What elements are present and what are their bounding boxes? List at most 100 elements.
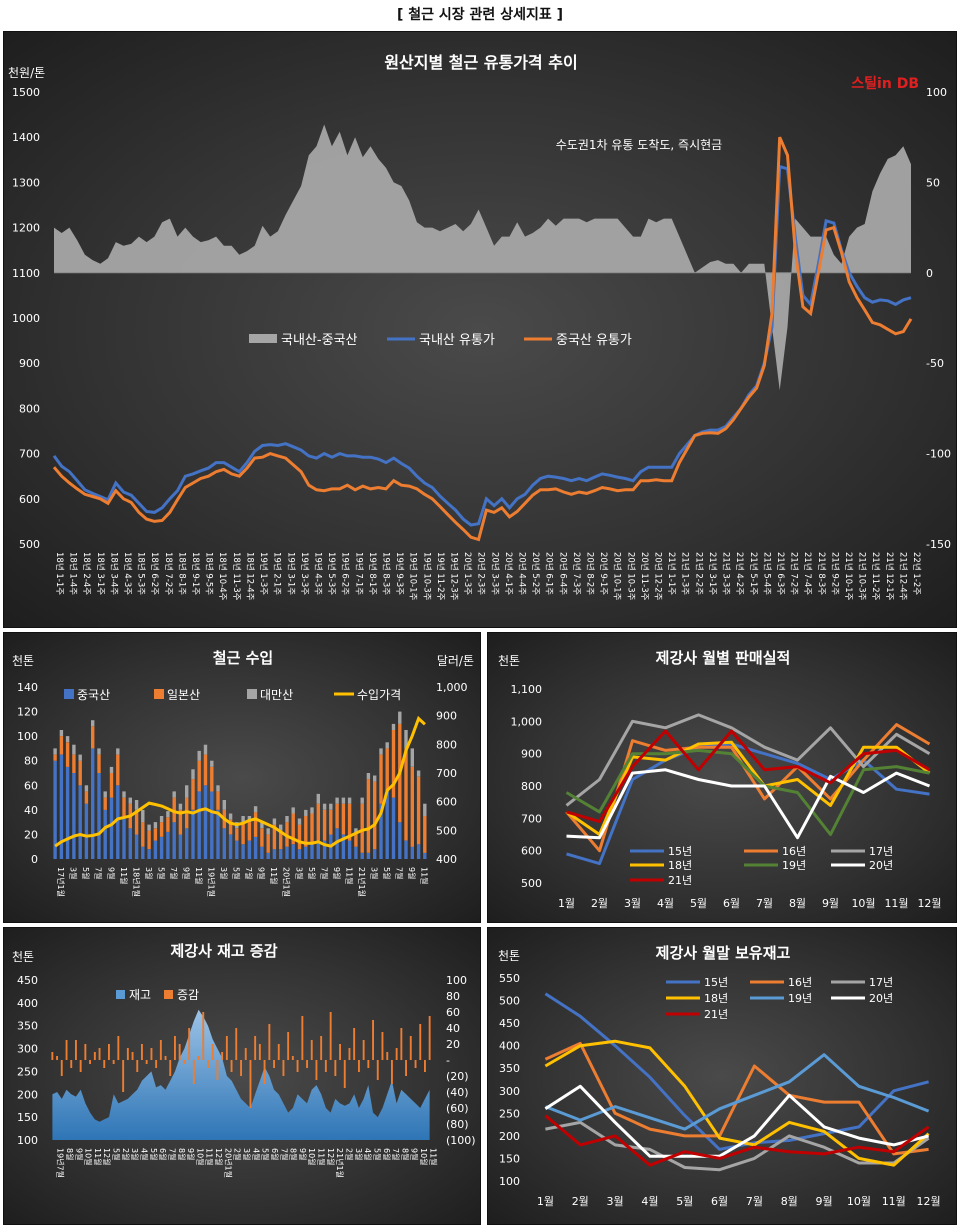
china-import-bar (335, 828, 339, 859)
y-axis-label: 천톤 (12, 949, 34, 964)
x-tick-label: 20년1월 (223, 1148, 233, 1178)
japan-import-bar (291, 813, 295, 845)
y-tick-label: 250 (499, 1107, 520, 1120)
legend-label: 중국산 유통가 (556, 333, 632, 348)
legend-label: 재고 (129, 988, 151, 1002)
change-bar (211, 1044, 214, 1060)
x-tick-label: 20년 10-1주 (612, 552, 623, 601)
change-bar (75, 1040, 77, 1060)
japan-import-bar (103, 797, 107, 810)
x-tick-label: 9월 (182, 867, 192, 879)
taiwan-import-bar (134, 800, 139, 810)
y-tick-label: 250 (17, 1065, 38, 1078)
y2-tick-label: 900 (436, 710, 457, 723)
x-tick-label: 18년 5-3주 (136, 552, 147, 595)
x-tick-label: 19년 5-3주 (326, 552, 337, 595)
annotation: 수도권1차 유통 도착도, 즉시현금 (556, 138, 722, 152)
taiwan-import-bar (178, 803, 183, 810)
change-bar (221, 1052, 224, 1060)
japan-import-bar (360, 803, 364, 853)
china-import-bar (247, 840, 252, 859)
x-tick-label: 7월 (279, 1148, 289, 1160)
china-import-bar (354, 846, 358, 859)
japan-import-bar (216, 791, 220, 810)
series-line-20년 (566, 768, 931, 840)
japan-import-bar (172, 797, 176, 823)
china-import-bar (103, 809, 107, 859)
y2-tick-label: -100 (926, 448, 951, 461)
x-tick-label: 19년 2-1주 (272, 552, 283, 595)
change-bar (428, 1016, 431, 1060)
taiwan-import-bar (78, 754, 82, 761)
taiwan-import-bar (103, 791, 107, 798)
change-bar (376, 1060, 379, 1080)
inventory-area (52, 1009, 430, 1140)
china-import-bar (423, 852, 427, 859)
china-import-bar (203, 785, 208, 859)
china-import-bar (304, 846, 308, 859)
change-bar (60, 1060, 63, 1076)
y-tick-label: 1500 (12, 86, 40, 99)
change-bar (395, 1048, 398, 1060)
y2-tick-label: (20) (446, 1070, 469, 1083)
taiwan-import-bar (398, 711, 402, 724)
change-bar (225, 1036, 228, 1060)
change-bar (277, 1044, 280, 1060)
change-bar (108, 1044, 110, 1060)
inventory-change-chart: 제강사 재고 증감 천톤 100 150 200 250 300 350 400 450 (100)… (12, 942, 476, 1178)
china-import-bar (373, 849, 377, 859)
taiwan-import-bar (191, 769, 195, 780)
china-import-bar (216, 809, 220, 859)
x-tick-label: 21년 3-1주 (707, 552, 718, 595)
japan-import-bar (241, 822, 245, 845)
china-import-bar (172, 822, 176, 859)
china-import-bar (341, 834, 346, 859)
china-import-bar (134, 834, 139, 859)
x-tick-label: 18년 12-4주 (244, 552, 255, 601)
taiwan-import-bar (84, 785, 89, 792)
china-import-bar (97, 773, 101, 859)
china-import-bar (159, 836, 164, 859)
x-tick-label: 21년 3-3주 (721, 552, 732, 595)
x-tick-label: 3월 (354, 1148, 364, 1160)
taiwan-import-bar (366, 773, 371, 780)
change-bar (310, 1040, 313, 1060)
y2-tick-label: 50 (926, 176, 940, 189)
taiwan-import-bar (272, 818, 277, 825)
x-tick-label: 11월 (93, 1148, 103, 1166)
legend-label: 국내산 유통가 (419, 333, 495, 348)
taiwan-import-bar (153, 822, 158, 829)
x-tick-label: 21년1월 (335, 1148, 345, 1178)
taiwan-import-bar (59, 730, 64, 737)
japan-import-bar (272, 824, 277, 850)
change-bar (51, 1052, 54, 1060)
x-tick-label: 21년 11-2주 (870, 552, 881, 601)
x-tick-label: 18년 2-4주 (81, 552, 92, 595)
x-tick-label: 7월 (746, 1195, 763, 1208)
y-tick-label: 1400 (12, 131, 40, 144)
legend-label: 19년 (788, 992, 812, 1005)
change-bar (291, 1056, 294, 1060)
series-line-19년 (565, 748, 930, 836)
legend-label: 증감 (177, 988, 199, 1002)
x-tick-label: 19년 10-1주 (408, 552, 419, 601)
change-bar (334, 1060, 337, 1076)
x-tick-label: 21년 5-4주 (761, 552, 772, 595)
change-bar (273, 1060, 275, 1068)
japan-import-bar (253, 812, 258, 837)
japan-import-bar (385, 748, 389, 792)
legend-label: 15년 (704, 976, 728, 989)
taiwan-import-bar (316, 793, 320, 804)
x-tick-label: 12월 (326, 1148, 336, 1166)
china-import-bar (347, 840, 352, 859)
china-import-bar (398, 822, 402, 859)
change-bar (235, 1028, 238, 1060)
china-import-bar (197, 791, 201, 859)
rebar-import-panel: 철근 수입 천톤 달러/톤 0 20 40 60 80 100 120 140 400 500 600 70… (3, 632, 481, 923)
chart-title: 철근 수입 (213, 649, 273, 667)
y-tick-label: 1,100 (511, 683, 543, 696)
japan-import-bar (91, 726, 95, 749)
y-tick-label: 700 (521, 812, 542, 825)
change-bar (391, 1060, 393, 1084)
taiwan-import-bar (147, 824, 151, 831)
